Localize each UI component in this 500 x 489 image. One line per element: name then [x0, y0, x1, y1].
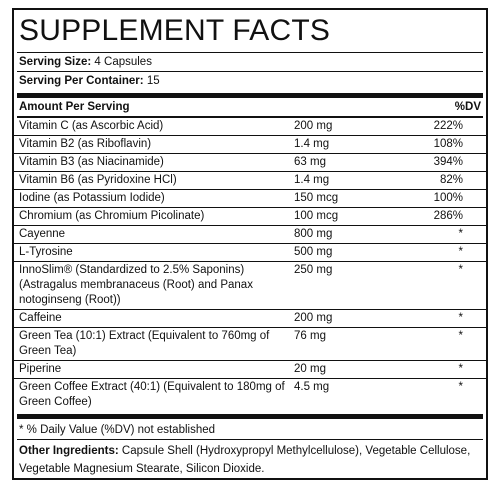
table-row: Piperine 20 mg * [14, 361, 486, 379]
nutrient-name: InnoSlim® (Standardized to 2.5% Saponins… [19, 264, 253, 306]
nutrient-dv: * [458, 381, 463, 393]
header-divider [17, 116, 483, 118]
nutrient-name: Iodine (as Potassium Iodide) [19, 192, 165, 204]
nutrient-amount: 20 mg [294, 363, 326, 375]
nutrient-table: Vitamin C (as Ascorbic Acid) 200 mg 222% V… [14, 118, 486, 411]
nutrient-name: Piperine [19, 363, 62, 375]
nutrient-dv: * [458, 363, 463, 375]
nutrient-name: Vitamin C (as Ascorbic Acid) [19, 120, 164, 132]
table-row: Vitamin B6 (as Pyridoxine HCl) 1.4 mg 82% [14, 172, 486, 190]
other-ingredients: Other Ingredients: Capsule Shell (Hydrox… [14, 440, 486, 478]
nutrient-name: Green Tea (10:1) Extract (Equivalent to … [19, 330, 270, 357]
nutrient-dv: 100% [433, 192, 463, 204]
nutrient-amount: 200 mg [294, 120, 333, 132]
nutrient-dv: * [458, 264, 463, 276]
nutrient-amount: 1.4 mg [294, 174, 330, 186]
table-header: Amount Per Serving %DV [14, 98, 486, 116]
nutrient-name: Vitamin B6 (as Pyridoxine HCl) [19, 174, 177, 186]
nutrient-dv: 108% [433, 138, 463, 150]
servings-value: 15 [146, 75, 160, 87]
nutrient-amount: 63 mg [294, 156, 326, 168]
nutrient-name: Chromium (as Chromium Picolinate) [19, 210, 205, 222]
serving-size-label: Serving Size: [19, 56, 92, 68]
table-row: Vitamin C (as Ascorbic Acid) 200 mg 222% [14, 118, 486, 136]
supplement-facts-panel: SUPPLEMENT FACTS Serving Size: 4 Capsule… [12, 8, 488, 480]
serving-size: Serving Size: 4 Capsules [14, 53, 486, 71]
nutrient-amount: 150 mcg [294, 192, 339, 204]
divider [17, 52, 483, 53]
table-row: Vitamin B3 (as Niacinamide) 63 mg 394% [14, 154, 486, 172]
nutrient-amount: 200 mg [294, 312, 333, 324]
nutrient-amount: 4.5 mg [294, 381, 330, 393]
divider [17, 439, 483, 440]
nutrient-dv: * [458, 330, 463, 342]
nutrient-name: Cayenne [19, 228, 66, 240]
nutrient-name: Caffeine [19, 312, 62, 324]
table-row: Green Coffee Extract (40:1) (Equivalent … [14, 379, 486, 411]
nutrient-amount: 250 mg [294, 264, 333, 276]
table-row: InnoSlim® (Standardized to 2.5% Saponins… [14, 262, 486, 310]
other-ingredients-text: Capsule Shell (Hydroxypropyl Methylcellu… [19, 445, 471, 475]
table-row: Green Tea (10:1) Extract (Equivalent to … [14, 328, 486, 361]
thick-divider [17, 93, 483, 98]
other-ingredients-label: Other Ingredients: [19, 445, 119, 457]
table-row: Caffeine 200 mg * [14, 310, 486, 328]
nutrient-name: L-Tyrosine [19, 246, 73, 258]
nutrient-name: Vitamin B3 (as Niacinamide) [19, 156, 164, 168]
table-row: Vitamin B2 (as Riboflavin) 1.4 mg 108% [14, 136, 486, 154]
nutrient-amount: 500 mg [294, 246, 333, 258]
nutrient-amount: 76 mg [294, 330, 326, 342]
dv-header: %DV [454, 101, 481, 113]
nutrient-dv: * [458, 228, 463, 240]
nutrient-dv: 286% [433, 210, 463, 222]
nutrient-dv: * [458, 246, 463, 258]
nutrient-dv: 222% [433, 120, 463, 132]
table-row: Chromium (as Chromium Picolinate) 100 mcg… [14, 208, 486, 226]
servings-label: Serving Per Container: [19, 75, 144, 87]
nutrient-amount: 1.4 mg [294, 138, 330, 150]
nutrient-dv: 394% [433, 156, 463, 168]
nutrient-name: Green Coffee Extract (40:1) (Equivalent … [19, 381, 285, 408]
nutrient-amount: 800 mg [294, 228, 333, 240]
nutrient-dv: * [458, 312, 463, 324]
panel-title: SUPPLEMENT FACTS [19, 14, 331, 47]
nutrient-dv: 82% [439, 174, 463, 186]
divider [17, 71, 483, 72]
table-row: Iodine (as Potassium Iodide) 150 mcg 100% [14, 190, 486, 208]
dv-footnote: * % Daily Value (%DV) not established [19, 424, 216, 436]
table-row: Cayenne 800 mg * [14, 226, 486, 244]
amount-header: Amount Per Serving [19, 101, 130, 113]
servings-per-container: Serving Per Container: 15 [14, 72, 486, 90]
nutrient-name: Vitamin B2 (as Riboflavin) [19, 138, 152, 150]
serving-size-value: 4 Capsules [94, 56, 152, 68]
table-row: L-Tyrosine 500 mg * [14, 244, 486, 262]
thick-divider [17, 414, 483, 419]
nutrient-amount: 100 mcg [294, 210, 339, 222]
